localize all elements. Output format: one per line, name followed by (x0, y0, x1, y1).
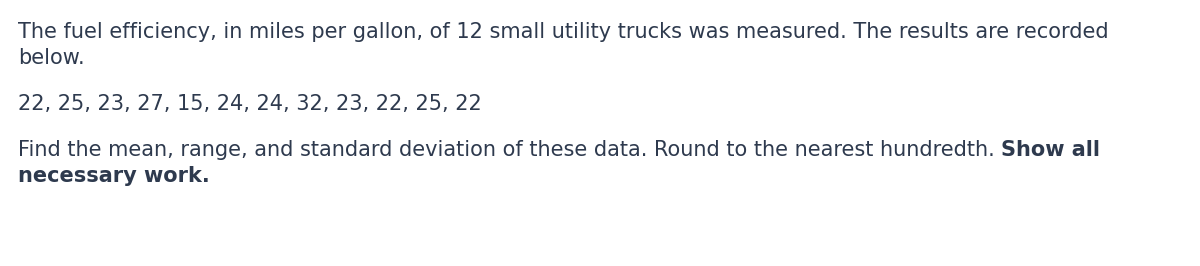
Text: below.: below. (18, 48, 85, 68)
Text: Show all: Show all (1001, 140, 1100, 160)
Text: Find the mean, range, and standard deviation of these data. Round to the nearest: Find the mean, range, and standard devia… (18, 140, 1001, 160)
Text: The fuel efficiency, in miles per gallon, of 12 small utility trucks was measure: The fuel efficiency, in miles per gallon… (18, 22, 1109, 42)
Text: 22, 25, 23, 27, 15, 24, 24, 32, 23, 22, 25, 22: 22, 25, 23, 27, 15, 24, 24, 32, 23, 22, … (18, 94, 481, 114)
Text: necessary work.: necessary work. (18, 166, 210, 186)
